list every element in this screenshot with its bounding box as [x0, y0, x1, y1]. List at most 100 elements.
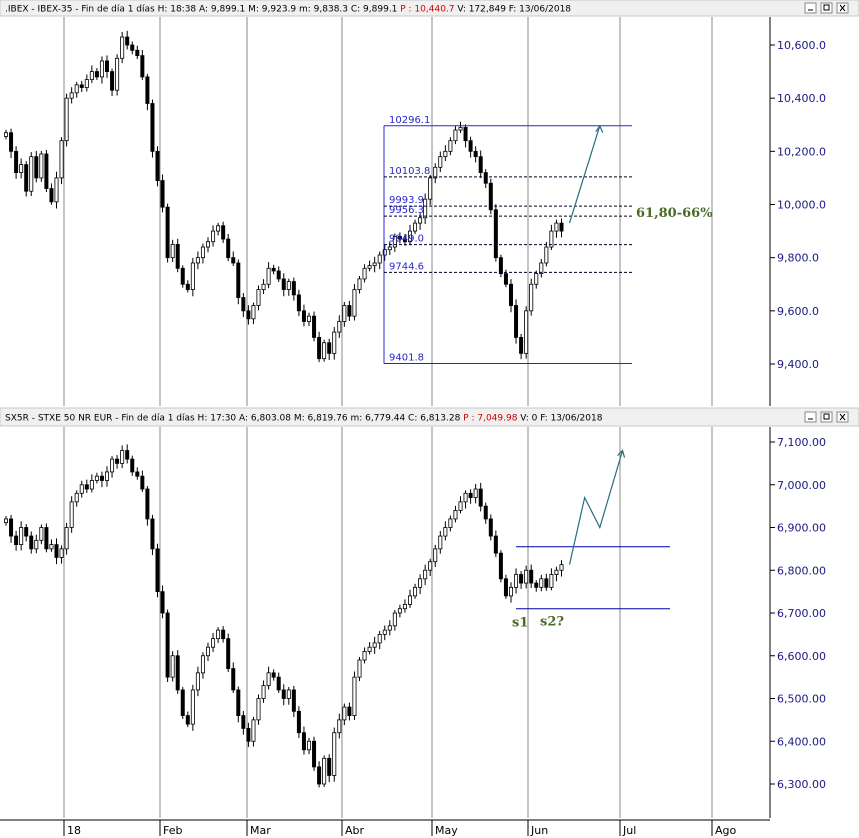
candle-body — [463, 127, 468, 142]
y-tick-label: 6,500.00 — [777, 693, 826, 706]
panel1-window-buttons[interactable] — [804, 2, 849, 14]
y-tick-label: 9,600.0 — [777, 305, 819, 318]
candle-body — [130, 458, 135, 473]
y-tick-label: 10,400.0 — [777, 92, 826, 105]
candle-body — [145, 488, 150, 520]
candle-body — [34, 539, 39, 550]
candle-body — [508, 586, 513, 597]
fib-level-label: 9744.6 — [389, 261, 424, 272]
candle-body — [211, 230, 216, 243]
y-tick-label: 9,800.0 — [777, 252, 819, 265]
candle-body — [377, 633, 382, 644]
candle-body — [407, 230, 412, 243]
candle-body — [190, 689, 195, 725]
candle-body — [306, 740, 311, 751]
candle-body — [362, 651, 367, 661]
y-tick-label: 6,400.00 — [777, 735, 826, 748]
candle-body — [125, 450, 130, 460]
candle-body — [231, 668, 236, 691]
candle-body — [79, 484, 84, 494]
candle-body — [251, 305, 256, 320]
candle-body — [418, 217, 423, 224]
candle-body — [322, 342, 327, 360]
candle-body — [190, 262, 195, 290]
candle-body — [165, 612, 170, 678]
header-segment: P : 10,440.7 — [397, 5, 454, 15]
header-segment: .IBEX - IBEX-35 - Fin de día 1 días H: 1… — [5, 5, 397, 15]
candle-body — [488, 182, 493, 211]
candle-body — [226, 638, 231, 669]
candle-body — [19, 164, 24, 173]
candle-body — [74, 492, 79, 503]
y-tick-label: 6,300.00 — [777, 778, 826, 791]
candle-body — [155, 150, 160, 181]
candle-body — [9, 518, 14, 537]
candle-body — [438, 156, 443, 168]
candle-body — [438, 535, 443, 550]
candle-body — [59, 140, 64, 179]
candle-body — [99, 475, 104, 481]
candle-body — [559, 222, 564, 232]
x-axis: 18 Feb Mar Abr May Jun Jul Ago — [0, 819, 770, 837]
candle-body — [418, 578, 423, 588]
candle-body — [362, 267, 367, 280]
candle-body — [261, 685, 266, 699]
candle-body — [301, 732, 306, 751]
candle-body — [392, 235, 397, 248]
candle-body — [468, 140, 473, 152]
candle-body — [241, 715, 246, 729]
candle-body — [478, 488, 483, 507]
y-tick-label: 10,600.0 — [777, 39, 826, 52]
candle-body — [372, 642, 377, 648]
candle-body — [473, 150, 478, 158]
candle-body — [64, 97, 69, 142]
candle-body — [276, 270, 281, 280]
candle-body — [337, 321, 342, 333]
candle-body — [312, 315, 317, 338]
candle-body — [493, 209, 498, 259]
candle-body — [514, 574, 519, 588]
x-tick-label: Ago — [715, 824, 737, 837]
fib-level-label: 10103.8 — [389, 166, 430, 177]
candle-body — [382, 249, 387, 256]
candle-body — [170, 243, 175, 259]
candle-body — [433, 548, 438, 563]
candle-body — [135, 471, 140, 477]
candle-body — [24, 527, 29, 537]
candle-body — [44, 527, 49, 550]
candle-body — [160, 591, 165, 614]
ibex-panel-header: .IBEX - IBEX-35 - Fin de día 1 días H: 1… — [0, 0, 859, 17]
candle-body — [4, 518, 9, 524]
y-tick-label: 10,200.0 — [777, 145, 826, 158]
candle-body — [529, 569, 534, 584]
candle-body — [14, 535, 19, 545]
candle-body — [9, 132, 14, 152]
candle-body — [347, 706, 352, 716]
candle-body — [322, 757, 327, 785]
candle-body — [211, 638, 216, 648]
candle-body — [443, 527, 448, 537]
candle-body — [357, 659, 362, 678]
candle-body — [221, 225, 226, 240]
support-label: s2? — [540, 615, 564, 630]
candle-body — [357, 278, 362, 290]
candle-body — [266, 267, 271, 285]
candle-body — [39, 153, 44, 179]
candle-body — [241, 297, 246, 312]
svg-text:SX5R - STXE 50 NR EUR - Fin de: SX5R - STXE 50 NR EUR - Fin de día 1 día… — [5, 414, 603, 424]
candle-body — [79, 84, 84, 88]
candle-body — [317, 766, 322, 785]
candle-body — [407, 595, 412, 605]
candle-body — [140, 475, 145, 490]
candle-body — [266, 672, 271, 687]
candle-body — [493, 535, 498, 554]
candle-body — [115, 458, 120, 464]
candle-body — [226, 238, 231, 259]
candle-body — [317, 337, 322, 360]
candle-body — [402, 238, 407, 243]
candle-body — [94, 71, 99, 78]
candle-body — [296, 710, 301, 734]
candle-body — [478, 156, 483, 173]
panel2-window-buttons[interactable] — [804, 411, 849, 423]
